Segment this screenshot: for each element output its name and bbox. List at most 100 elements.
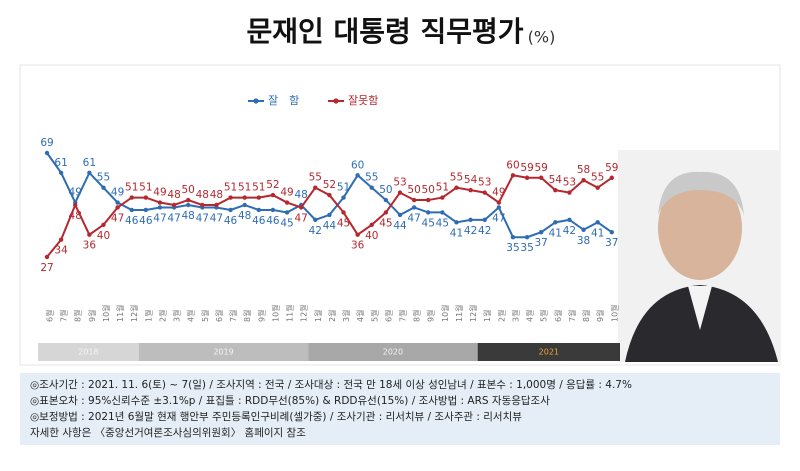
x-tick-label: 11월	[454, 304, 464, 322]
data-label: 55	[450, 172, 463, 184]
data-label: 50	[379, 184, 392, 196]
x-tick-label: 5월	[539, 310, 549, 322]
x-tick-label: 1월	[482, 310, 492, 322]
data-point	[87, 170, 92, 176]
data-label: 49	[69, 187, 82, 199]
x-tick-label: 10월	[440, 304, 450, 322]
data-point	[397, 212, 403, 218]
data-label: 40	[365, 230, 378, 242]
note-line: 자세한 사항은 〈중앙선거여론조사심의위원회〉 홈페이지 참조	[30, 426, 306, 439]
x-tick-label: 4월	[355, 310, 365, 322]
data-label: 55	[365, 172, 378, 184]
data-point	[496, 205, 502, 210]
data-point	[284, 210, 290, 215]
data-point	[129, 207, 134, 213]
x-tick-label: 6월	[45, 310, 55, 322]
data-label: 46	[125, 215, 139, 227]
data-label: 47	[196, 212, 209, 224]
data-label: 51	[337, 182, 350, 194]
data-label: 45	[436, 217, 449, 229]
year-band	[477, 343, 620, 361]
data-point	[214, 202, 219, 208]
x-tick-label: 3월	[510, 310, 520, 322]
data-point	[567, 217, 572, 223]
data-label: 48	[69, 210, 82, 222]
x-tick-label: 8월	[242, 310, 252, 322]
legend-label: 잘못함	[348, 94, 378, 107]
notes-box	[20, 373, 780, 445]
data-point	[595, 220, 600, 225]
data-point	[129, 195, 134, 200]
data-label: 47	[111, 212, 124, 224]
data-label: 36	[351, 240, 365, 252]
data-label: 46	[252, 215, 266, 227]
data-point	[341, 210, 346, 215]
data-point	[510, 173, 516, 178]
data-label: 40	[97, 230, 110, 242]
data-point	[270, 207, 276, 213]
data-point	[228, 195, 233, 200]
data-label: 58	[577, 164, 590, 176]
data-label: 42	[563, 225, 576, 237]
data-label: 48	[182, 210, 195, 222]
data-label: 49	[153, 187, 166, 199]
data-label: 46	[266, 215, 280, 227]
x-tick-label: 12월	[129, 304, 139, 322]
data-label: 53	[563, 177, 576, 189]
data-point	[539, 230, 544, 235]
data-point	[87, 232, 92, 237]
data-label: 55	[309, 172, 322, 184]
x-tick-label: 8월	[73, 310, 83, 322]
x-tick-label: 9월	[256, 310, 266, 322]
data-point	[510, 234, 516, 240]
year-label: 2018	[78, 348, 98, 357]
x-tick-label: 10월	[609, 304, 619, 322]
data-point	[397, 190, 403, 195]
data-point	[284, 200, 290, 205]
data-point	[115, 200, 120, 205]
legend-marker	[253, 98, 259, 104]
data-point	[101, 222, 106, 228]
data-label: 55	[591, 172, 604, 184]
x-tick-label: 6월	[553, 310, 563, 322]
legend-marker	[333, 98, 339, 104]
x-tick-label: 11월	[285, 304, 295, 322]
data-label: 35	[506, 242, 519, 254]
data-point	[553, 187, 558, 193]
data-point	[426, 197, 431, 203]
data-label: 50	[407, 184, 420, 196]
data-point	[581, 227, 586, 232]
data-point	[157, 205, 163, 210]
data-point	[524, 175, 530, 180]
data-label: 34	[54, 245, 68, 257]
data-point	[355, 173, 360, 178]
x-tick-label: 2월	[496, 310, 506, 322]
data-point	[101, 185, 106, 190]
data-point	[58, 237, 64, 242]
data-point	[468, 187, 473, 193]
data-point	[454, 220, 459, 225]
data-point	[143, 195, 149, 200]
data-label: 53	[393, 177, 406, 189]
data-label: 61	[83, 157, 96, 169]
x-tick-label: 7월	[228, 310, 238, 322]
data-point	[426, 210, 431, 215]
data-label: 46	[224, 215, 238, 227]
data-point	[171, 202, 177, 208]
data-point	[369, 185, 374, 190]
year-band	[138, 343, 309, 361]
data-label: 61	[54, 157, 67, 169]
data-label: 54	[549, 174, 563, 186]
note-line: ◎표본오차 : 95%신뢰수준 ±3.1%p / 표집틀 : RDD무선(85%…	[30, 395, 550, 407]
x-tick-label: 4월	[186, 310, 196, 322]
data-label: 41	[591, 227, 604, 239]
data-point	[186, 197, 191, 203]
data-label: 51	[238, 182, 251, 194]
data-label: 47	[210, 212, 223, 224]
data-label: 51	[224, 182, 237, 194]
data-label: 35	[520, 242, 533, 254]
data-label: 50	[422, 184, 435, 196]
x-tick-label: 7월	[59, 310, 69, 322]
data-label: 52	[266, 179, 279, 191]
